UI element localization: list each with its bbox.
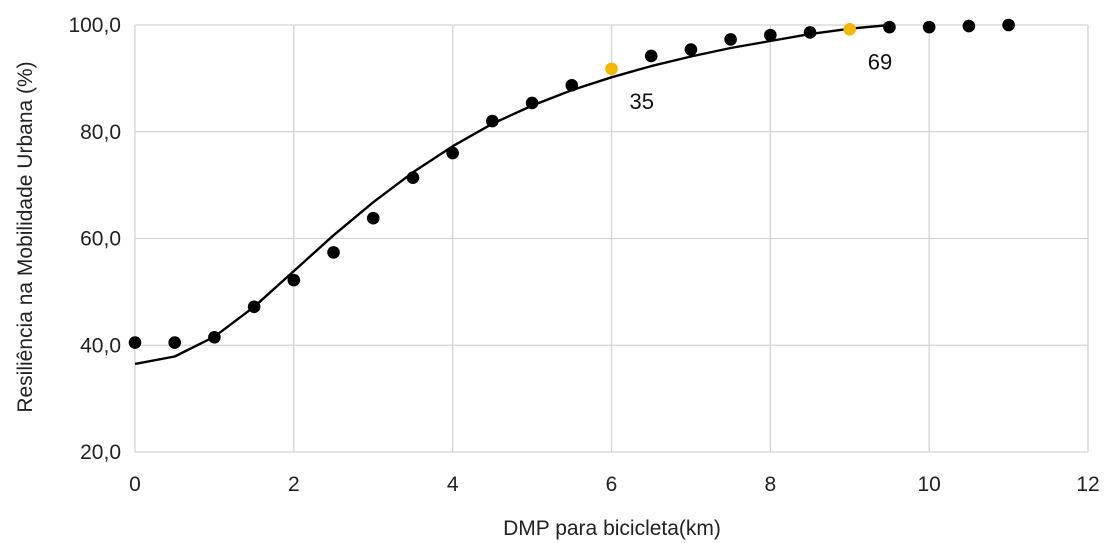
data-point <box>565 79 579 92</box>
data-point <box>644 49 658 63</box>
highlighted-data-point <box>843 22 857 36</box>
x-tick-label: 6 <box>606 473 618 496</box>
data-point <box>208 330 221 344</box>
annotations: 35 69 <box>630 49 893 113</box>
data-point <box>406 171 420 184</box>
data-point <box>486 114 499 128</box>
x-tick-label: 0 <box>129 473 141 496</box>
data-point <box>446 146 459 160</box>
fitted-curve <box>134 23 890 366</box>
gridlines <box>134 24 1089 453</box>
y-tick-label: 60,0 <box>80 228 121 251</box>
data-point <box>327 246 340 259</box>
y-tick-label: 40,0 <box>80 334 121 357</box>
data-point <box>1002 18 1015 32</box>
tick-labels: 20,0 40,0 60,0 80,0 100,0 0 2 4 6 8 10 12 <box>68 14 1099 496</box>
x-tick-label: 12 <box>1076 473 1099 496</box>
y-tick-label: 100,0 <box>68 14 121 37</box>
highlighted-data-point <box>605 62 618 76</box>
data-point <box>803 26 817 39</box>
x-tick-label: 4 <box>447 473 459 496</box>
data-point <box>724 33 737 46</box>
point-annotation-label: 35 <box>630 89 654 114</box>
x-tick-label: 2 <box>288 473 300 496</box>
y-axis-title: Resiliência na Mobilidade Urbana (%) <box>14 61 37 412</box>
x-axis-title: DMP para bicicleta(km) <box>503 517 721 540</box>
data-point <box>922 20 936 34</box>
point-annotation-label: 69 <box>868 49 892 74</box>
data-point <box>247 300 261 314</box>
data-point <box>287 273 301 287</box>
data-points <box>128 18 1015 349</box>
trend-line <box>134 23 890 366</box>
data-point <box>366 211 380 225</box>
data-point <box>962 19 976 33</box>
data-point <box>684 43 698 56</box>
y-tick-label: 20,0 <box>80 441 121 464</box>
data-point <box>525 96 539 110</box>
data-point <box>128 336 142 349</box>
x-tick-label: 10 <box>917 473 940 496</box>
data-point <box>764 28 777 42</box>
data-point <box>883 20 896 34</box>
data-point <box>168 336 182 349</box>
y-tick-label: 80,0 <box>80 121 121 144</box>
x-tick-label: 8 <box>764 473 776 496</box>
